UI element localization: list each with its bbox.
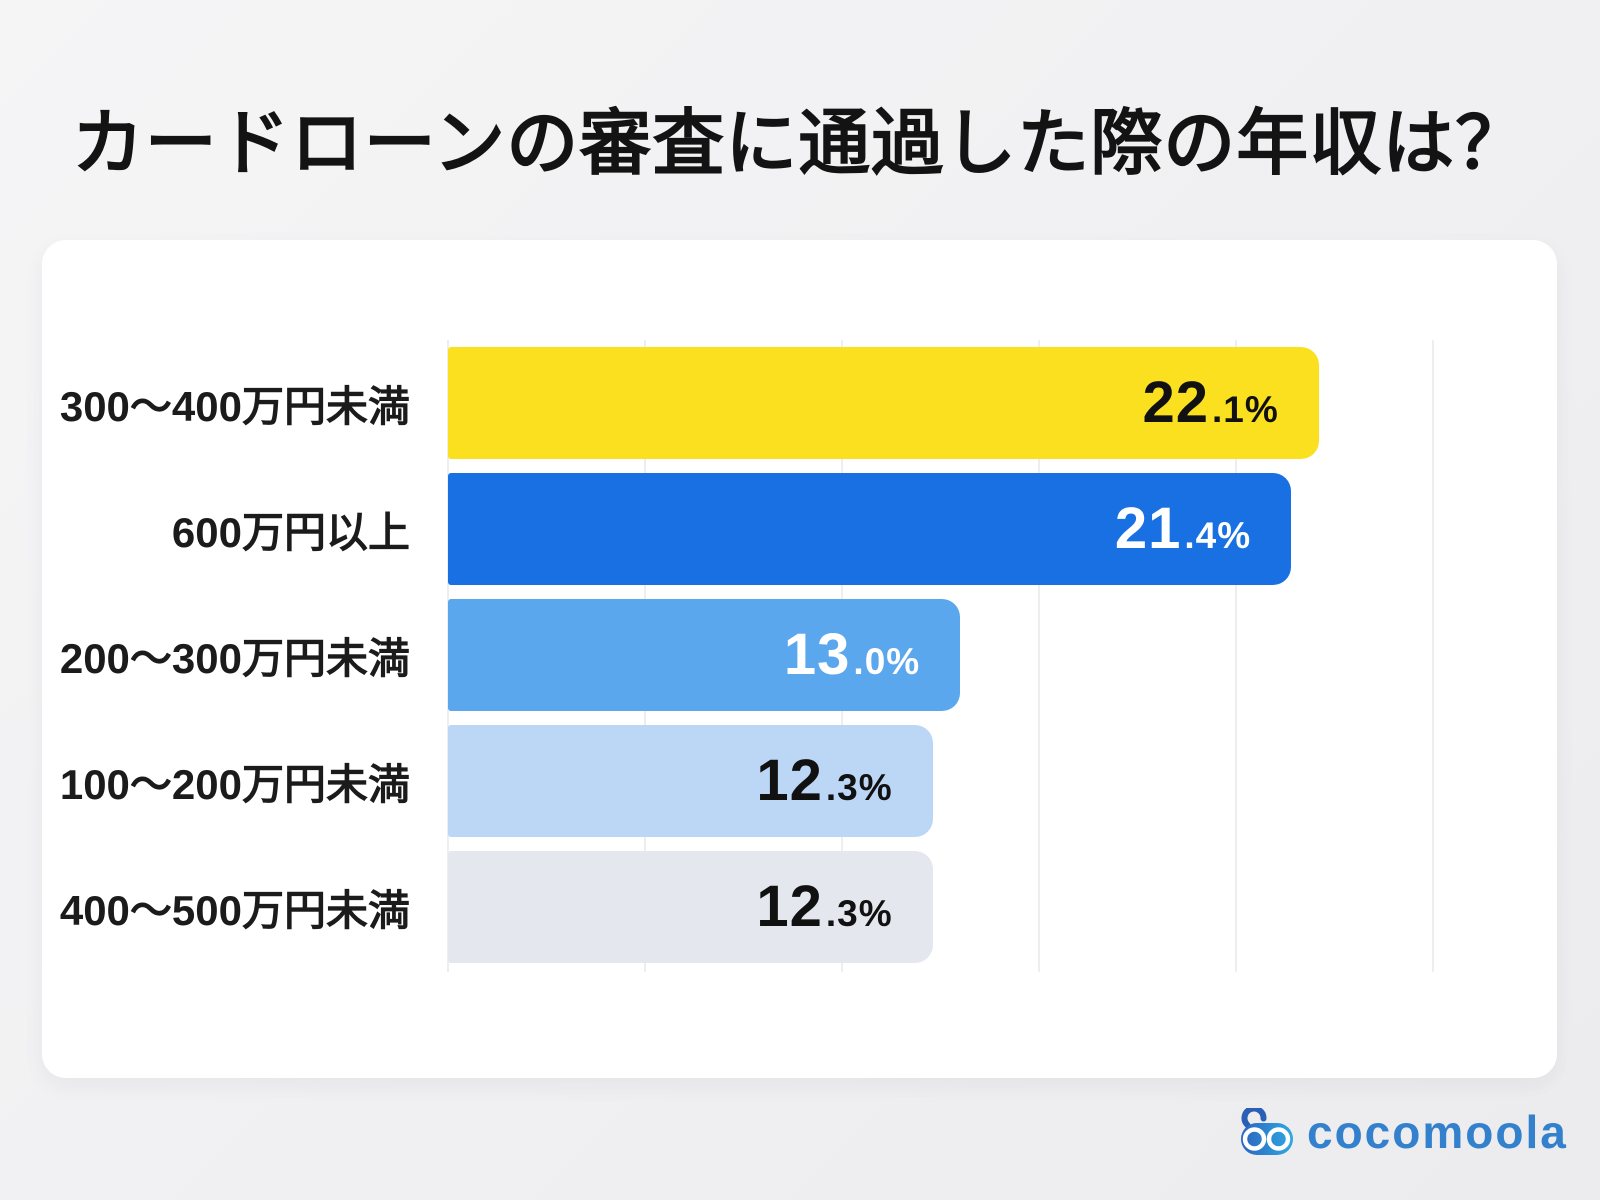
- bar-track: 21.4%: [448, 473, 1433, 585]
- category-label: 200〜300万円未満: [59, 634, 410, 682]
- brand-name: cocomoola: [1307, 1106, 1568, 1158]
- value-fraction: .1%: [1211, 389, 1279, 430]
- value-integer: 21: [1114, 496, 1182, 561]
- value-fraction: .4%: [1184, 515, 1252, 556]
- value-label: 12.3%: [756, 878, 892, 936]
- bar-track: 12.3%: [448, 725, 1433, 837]
- value-fraction: .0%: [853, 641, 921, 682]
- category-label: 400〜500万円未満: [59, 886, 410, 934]
- chart-title: カードローンの審査に通過した際の年収は？: [71, 104, 1529, 184]
- bar: 22.1%: [448, 347, 1319, 459]
- chart-row: 100〜200万円未満 12.3%: [42, 725, 1557, 837]
- value-integer: 13: [783, 622, 851, 687]
- bar-track: 13.0%: [448, 599, 1433, 711]
- gridline: [1235, 340, 1237, 972]
- chart-row: 400〜500万円未満 12.3%: [42, 851, 1557, 963]
- value-label: 22.1%: [1142, 374, 1278, 432]
- bar: 12.3%: [448, 725, 933, 837]
- cocomoola-goggles-icon: [1241, 1108, 1293, 1155]
- brand-logo: cocomoola: [1240, 1108, 1568, 1156]
- gridline: [1432, 340, 1434, 972]
- bar: 12.3%: [448, 851, 933, 963]
- bar: 13.0%: [448, 599, 961, 711]
- bar: 21.4%: [448, 473, 1292, 585]
- category-label: 100〜200万円未満: [59, 760, 410, 808]
- value-fraction: .3%: [825, 767, 893, 808]
- chart-card: 300〜400万円未満 22.1% 600万円以上 21.4% 200〜300万円未満 1…: [42, 240, 1557, 1078]
- value-integer: 12: [756, 874, 823, 939]
- bar-track: 12.3%: [448, 851, 1433, 963]
- value-label: 21.4%: [1115, 500, 1251, 558]
- value-integer: 12: [756, 748, 823, 813]
- bar-chart: 300〜400万円未満 22.1% 600万円以上 21.4% 200〜300万円未満 1…: [42, 240, 1557, 1078]
- gridline: [1038, 340, 1040, 972]
- category-label: 600万円以上: [171, 508, 410, 556]
- value-fraction: .3%: [825, 893, 893, 934]
- category-label: 300〜400万円未満: [59, 382, 410, 430]
- bar-track: 22.1%: [448, 347, 1433, 459]
- chart-rows: 300〜400万円未満 22.1% 600万円以上 21.4% 200〜300万円未満 1…: [42, 347, 1557, 977]
- chart-row: 200〜300万円未満 13.0%: [42, 599, 1557, 711]
- value-label: 13.0%: [784, 626, 920, 684]
- value-integer: 22: [1142, 370, 1209, 435]
- chart-row: 300〜400万円未満 22.1%: [42, 347, 1557, 459]
- chart-row: 600万円以上 21.4%: [42, 473, 1557, 585]
- value-label: 12.3%: [756, 752, 892, 810]
